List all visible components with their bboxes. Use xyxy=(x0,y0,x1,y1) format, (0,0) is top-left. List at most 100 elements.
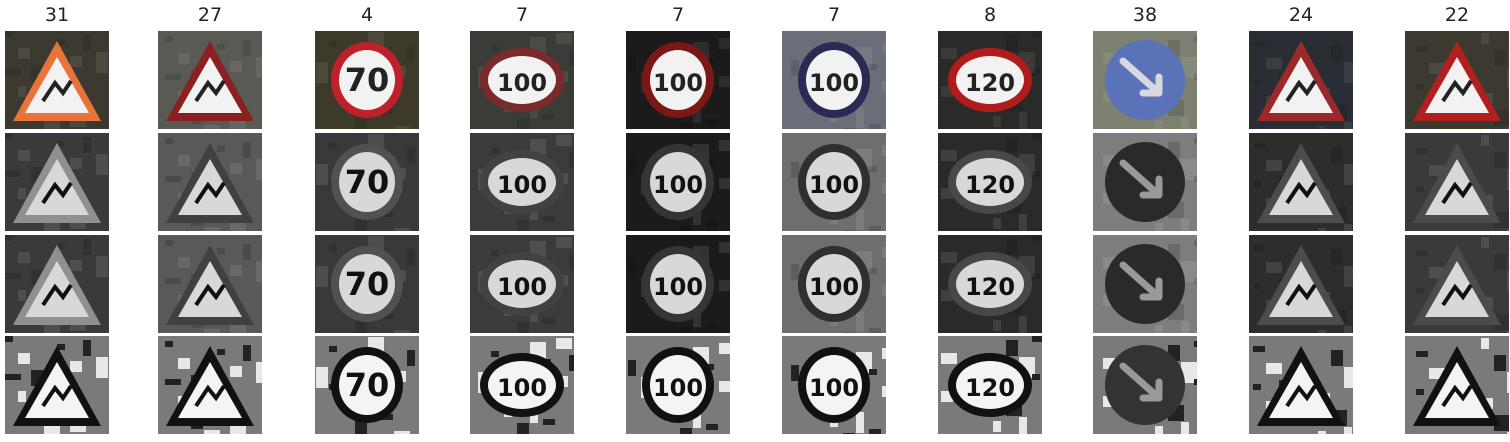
sign-image-grayscale: 70 xyxy=(315,133,419,231)
svg-text:70: 70 xyxy=(345,366,390,404)
sign-ellipse: 120 xyxy=(948,150,1032,214)
sign-image-equalized: 100 xyxy=(470,336,574,434)
sign-image-grayscale xyxy=(1405,133,1509,231)
sign-ellipse: 100 xyxy=(480,48,564,112)
sign-triangle xyxy=(13,41,101,121)
sign-circle: 100 xyxy=(642,246,714,322)
sign-ellipse: 100 xyxy=(480,150,564,214)
svg-text:100: 100 xyxy=(653,273,703,301)
sign-image-grayscale-normalized: 120 xyxy=(938,235,1042,333)
sign-circle: 100 xyxy=(798,144,870,220)
sign-circle: 70 xyxy=(331,144,403,220)
sign-ellipse: 120 xyxy=(948,48,1032,112)
sign-image-original: 100 xyxy=(626,31,730,129)
class-label: 4 xyxy=(360,4,374,26)
svg-text:120: 120 xyxy=(965,374,1015,402)
sign-image-grayscale xyxy=(1093,133,1197,231)
sign-image-grayscale-normalized xyxy=(1249,235,1353,333)
sign-circle: 100 xyxy=(642,42,714,118)
svg-text:100: 100 xyxy=(497,171,547,199)
sign-image-original xyxy=(158,31,262,129)
svg-text:100: 100 xyxy=(653,69,703,97)
class-label: 7 xyxy=(827,4,841,26)
sign-image-original: 100 xyxy=(782,31,886,129)
sign-triangle xyxy=(1413,41,1501,121)
sign-image-grayscale-normalized: 70 xyxy=(315,235,419,333)
sign-ellipse: 100 xyxy=(480,353,564,417)
sign-image-grayscale-normalized xyxy=(5,235,109,333)
sign-image-equalized: 120 xyxy=(938,336,1042,434)
sign-triangle xyxy=(13,245,101,325)
sign-triangle xyxy=(1413,346,1501,426)
sign-image-equalized: 70 xyxy=(315,336,419,434)
sign-image-original xyxy=(1405,31,1509,129)
sign-image-grayscale: 100 xyxy=(626,133,730,231)
svg-text:120: 120 xyxy=(965,69,1015,97)
sign-triangle xyxy=(1413,245,1501,325)
sign-image-grayscale: 100 xyxy=(470,133,574,231)
sign-triangle xyxy=(166,245,254,325)
sign-image-equalized xyxy=(5,336,109,434)
svg-text:100: 100 xyxy=(497,273,547,301)
sign-triangle xyxy=(166,346,254,426)
sign-image-equalized xyxy=(158,336,262,434)
sign-triangle xyxy=(13,346,101,426)
sign-image-original: 120 xyxy=(938,31,1042,129)
sign-image-grayscale-normalized: 100 xyxy=(626,235,730,333)
sign-image-original: 70 xyxy=(315,31,419,129)
sign-image-grayscale: 100 xyxy=(782,133,886,231)
sign-image-grayscale xyxy=(158,133,262,231)
svg-text:100: 100 xyxy=(497,374,547,402)
class-label: 24 xyxy=(1288,4,1314,26)
sign-circle: 100 xyxy=(642,144,714,220)
class-label: 7 xyxy=(515,4,529,26)
sign-image-original xyxy=(1093,31,1197,129)
svg-text:100: 100 xyxy=(809,273,859,301)
sign-round-blue xyxy=(1105,345,1185,425)
sign-image-grayscale-normalized xyxy=(158,235,262,333)
sign-triangle xyxy=(1257,245,1345,325)
sign-image-equalized xyxy=(1093,336,1197,434)
sign-image-original xyxy=(1249,31,1353,129)
sign-round-blue xyxy=(1105,40,1185,120)
class-label: 7 xyxy=(671,4,685,26)
sign-triangle xyxy=(1257,143,1345,223)
sign-image-equalized: 100 xyxy=(626,336,730,434)
svg-text:100: 100 xyxy=(653,374,703,402)
sign-triangle xyxy=(166,143,254,223)
sign-triangle xyxy=(166,41,254,121)
class-label: 22 xyxy=(1444,4,1470,26)
sign-circle: 100 xyxy=(798,246,870,322)
sign-circle: 100 xyxy=(642,347,714,423)
sign-image-original xyxy=(5,31,109,129)
sign-triangle xyxy=(13,143,101,223)
svg-text:70: 70 xyxy=(345,265,390,303)
sign-image-grayscale xyxy=(1249,133,1353,231)
svg-text:70: 70 xyxy=(345,61,390,99)
sign-image-equalized xyxy=(1249,336,1353,434)
svg-text:100: 100 xyxy=(809,374,859,402)
sign-image-grayscale-normalized: 100 xyxy=(470,235,574,333)
sign-triangle xyxy=(1257,346,1345,426)
sign-circle: 70 xyxy=(331,246,403,322)
sign-image-grayscale xyxy=(5,133,109,231)
svg-text:120: 120 xyxy=(965,171,1015,199)
svg-text:100: 100 xyxy=(809,69,859,97)
sign-ellipse: 100 xyxy=(480,252,564,316)
sign-triangle xyxy=(1257,41,1345,121)
sign-ellipse: 120 xyxy=(948,353,1032,417)
sign-image-grayscale-normalized: 100 xyxy=(782,235,886,333)
svg-text:100: 100 xyxy=(809,171,859,199)
sign-image-grayscale-normalized xyxy=(1405,235,1509,333)
sign-round-blue xyxy=(1105,142,1185,222)
sign-image-equalized xyxy=(1405,336,1509,434)
sign-image-grayscale: 120 xyxy=(938,133,1042,231)
sign-image-grayscale-normalized xyxy=(1093,235,1197,333)
svg-text:100: 100 xyxy=(653,171,703,199)
svg-text:120: 120 xyxy=(965,273,1015,301)
svg-text:70: 70 xyxy=(345,163,390,201)
sign-circle: 100 xyxy=(798,42,870,118)
sign-circle: 70 xyxy=(331,42,403,118)
class-label: 38 xyxy=(1132,4,1158,26)
sign-ellipse: 120 xyxy=(948,252,1032,316)
